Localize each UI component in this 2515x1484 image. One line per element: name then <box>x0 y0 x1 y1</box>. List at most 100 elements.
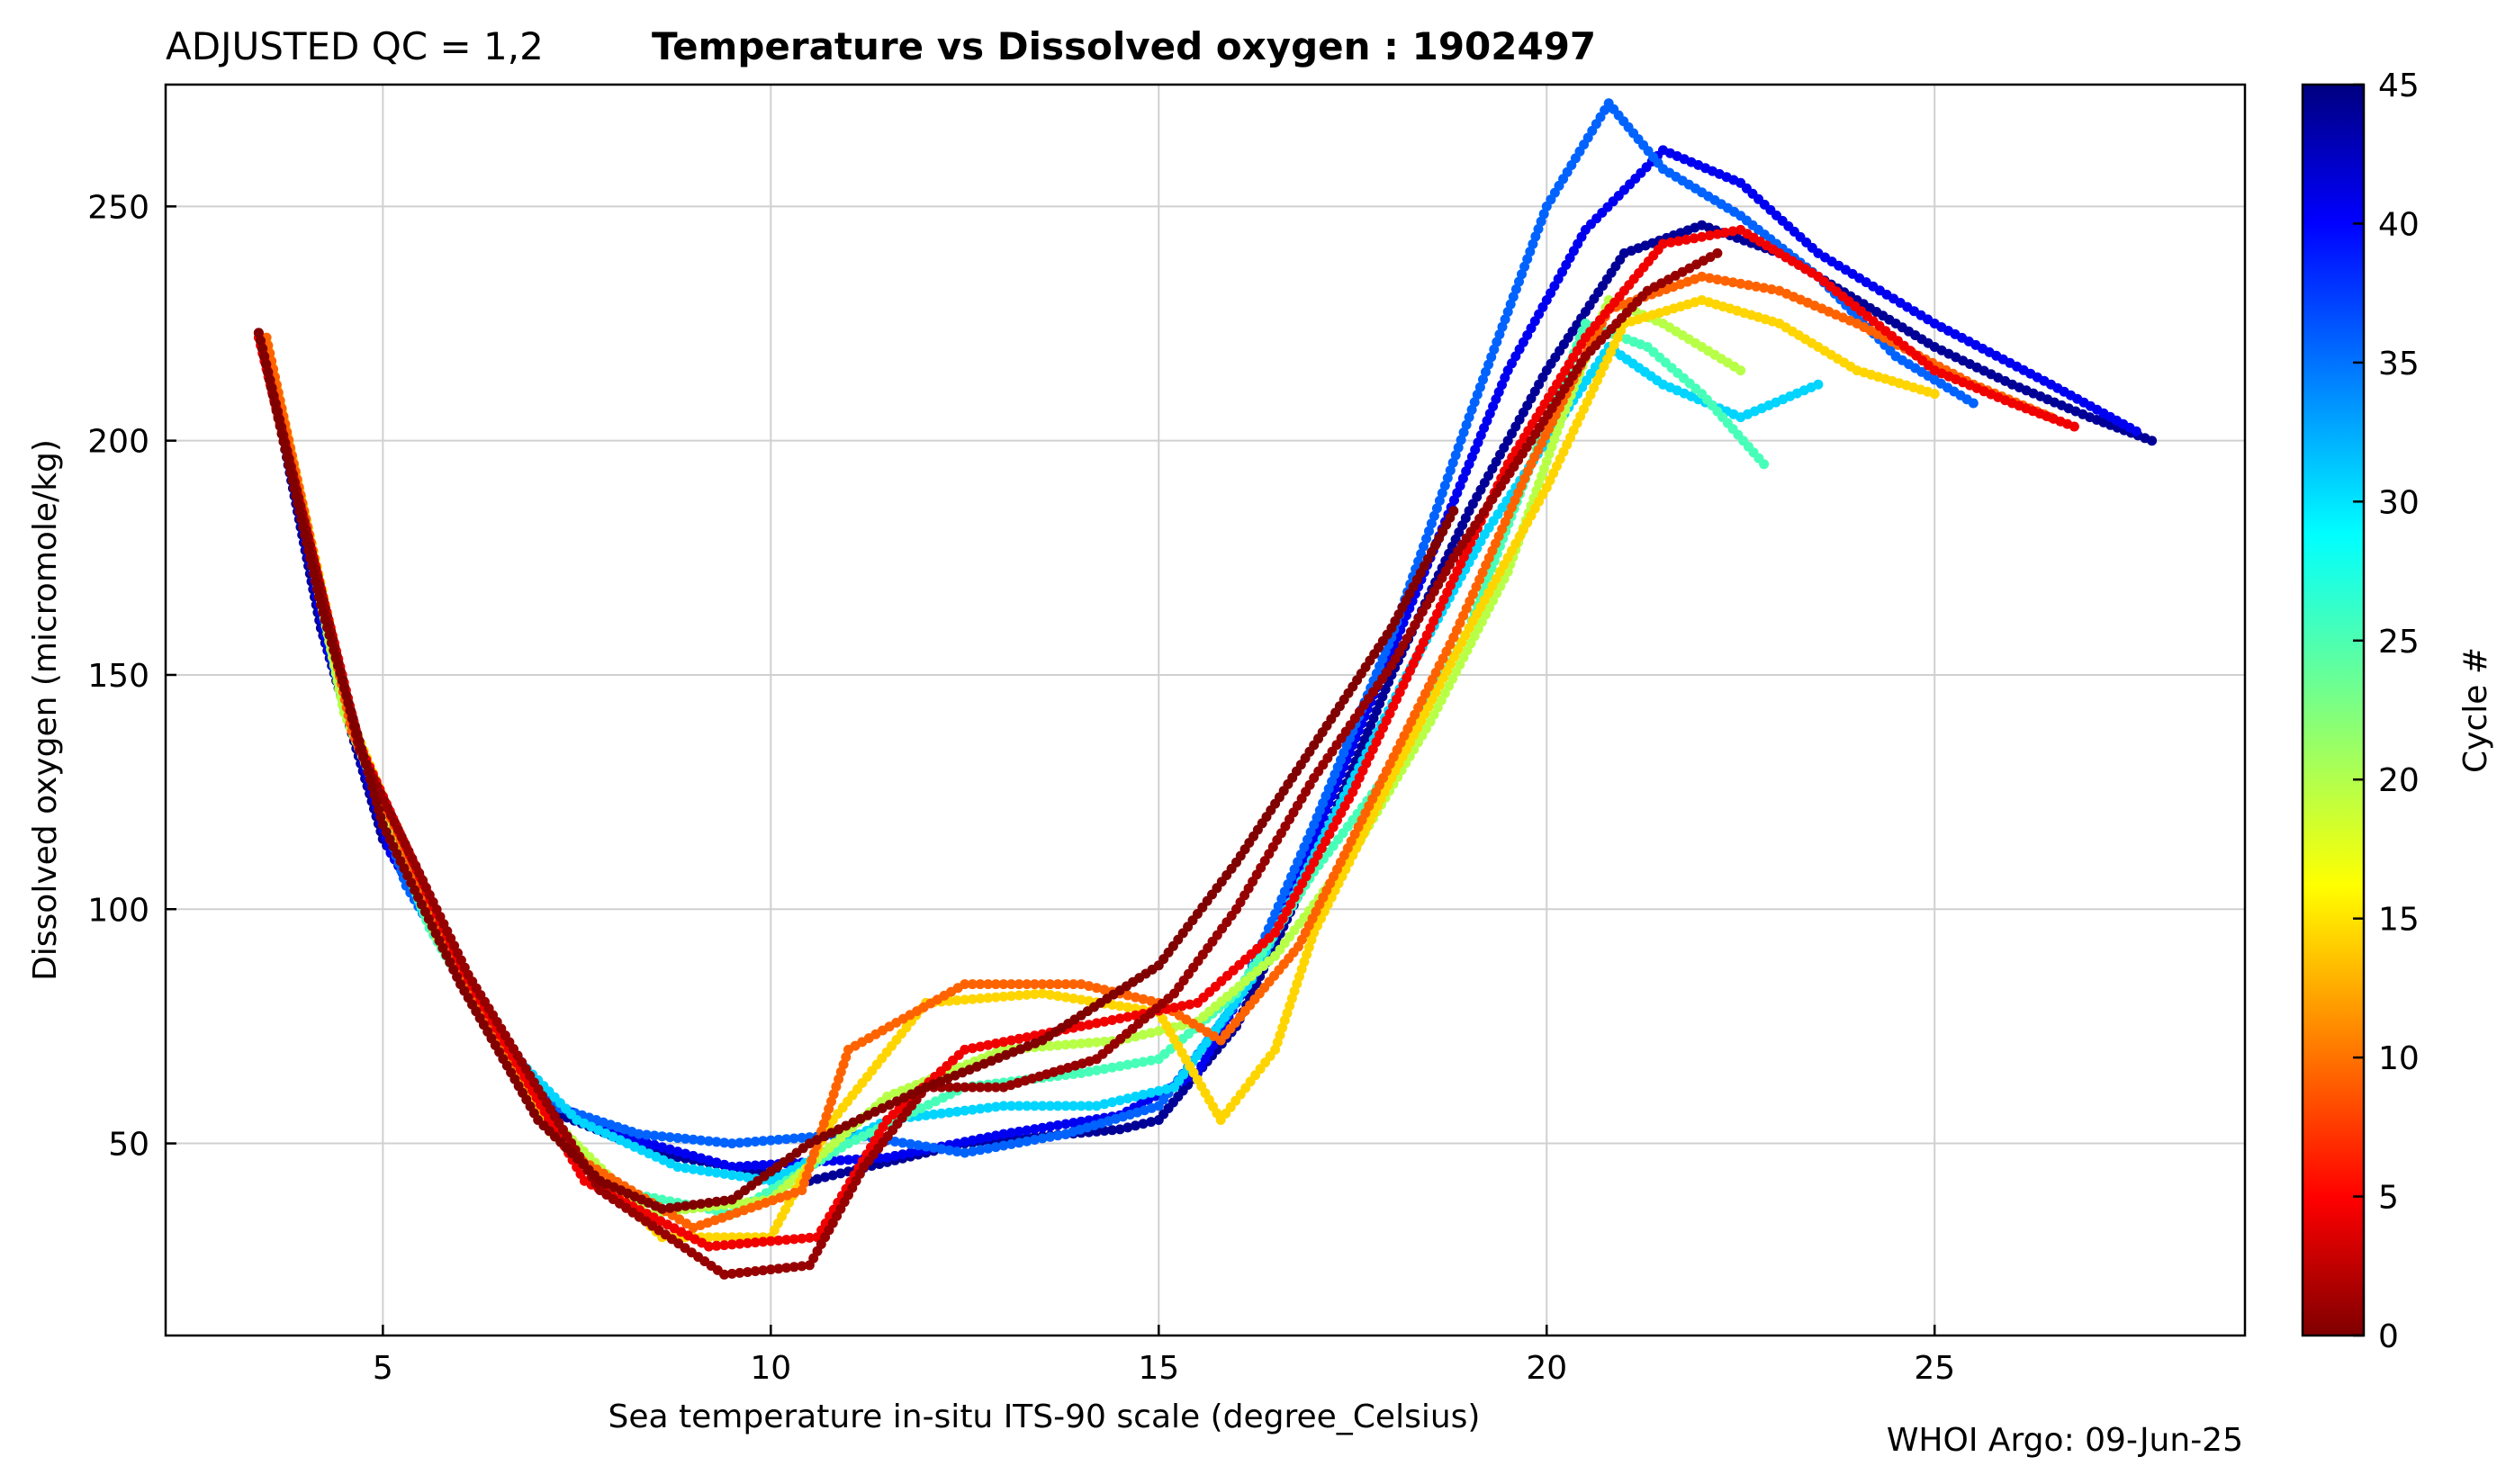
data-point <box>641 1129 652 1140</box>
data-point <box>998 1140 1009 1151</box>
data-point <box>1029 1135 1040 1145</box>
data-point <box>349 721 360 732</box>
data-point <box>1091 983 1102 994</box>
data-point <box>1014 1138 1024 1148</box>
data-point <box>1419 541 1429 552</box>
data-point <box>1458 427 1469 437</box>
data-point <box>356 743 367 754</box>
data-point <box>951 995 962 1006</box>
data-point <box>983 979 994 990</box>
data-point <box>703 1155 714 1165</box>
data-point <box>1076 1021 1086 1031</box>
data-point <box>1138 1119 1149 1129</box>
data-point <box>719 1195 730 1206</box>
data-point <box>750 1266 761 1276</box>
data-point <box>262 366 273 377</box>
data-point <box>672 1133 683 1143</box>
data-point <box>1445 465 1456 476</box>
data-point <box>1525 247 1536 257</box>
data-point <box>347 713 358 724</box>
data-point <box>1060 1101 1071 1111</box>
data-point <box>1431 503 1442 514</box>
data-point <box>649 1139 660 1150</box>
data-point <box>1303 834 1312 845</box>
y-axis-ticks: 50 100 150 200 250 <box>87 189 176 1164</box>
data-point <box>773 1134 784 1145</box>
data-point <box>1453 442 1464 453</box>
data-point <box>271 405 282 416</box>
data-point <box>960 979 970 990</box>
data-point <box>696 1199 707 1210</box>
data-point <box>1022 979 1032 990</box>
data-point <box>339 683 349 694</box>
data-point <box>983 993 994 1003</box>
data-point <box>804 1232 815 1243</box>
data-point <box>1505 299 1516 310</box>
data-point <box>1697 271 1708 282</box>
data-point <box>1130 1058 1140 1068</box>
data-point <box>960 1082 970 1093</box>
data-point <box>1091 1065 1102 1075</box>
data-point <box>1469 397 1480 408</box>
data-point <box>1510 283 1521 294</box>
data-point <box>1022 1136 1032 1147</box>
data-point <box>1130 1003 1140 1014</box>
y-axis-label: Dissolved oxygen (micromole/kg) <box>27 439 64 981</box>
data-point <box>341 690 352 701</box>
data-point <box>1759 283 1770 293</box>
data-point <box>255 336 266 346</box>
data-point <box>983 1082 994 1093</box>
data-point <box>1006 1101 1016 1111</box>
data-point <box>1286 871 1296 882</box>
data-point <box>1673 236 1684 247</box>
data-point <box>975 1041 986 1052</box>
data-point <box>369 789 380 800</box>
data-point <box>781 1235 792 1246</box>
data-point <box>318 607 329 617</box>
data-point <box>975 1082 986 1093</box>
data-point <box>1720 275 1730 286</box>
data-point <box>719 1168 730 1179</box>
data-point <box>990 1039 1001 1048</box>
data-point <box>828 1089 839 1100</box>
data-point <box>703 1198 714 1208</box>
chart-title: Temperature vs Dissolved oxygen : 190249… <box>652 24 1596 68</box>
data-point <box>1751 281 1762 292</box>
data-point <box>1052 1101 1063 1111</box>
data-point <box>1146 1055 1157 1066</box>
data-point <box>812 1174 823 1184</box>
data-point <box>1122 1122 1133 1133</box>
data-point <box>1478 374 1488 385</box>
data-point <box>358 751 369 762</box>
data-point <box>726 1268 737 1279</box>
data-point <box>326 637 337 648</box>
data-point <box>1084 1101 1095 1111</box>
data-point <box>296 514 307 525</box>
data-point <box>711 1167 722 1178</box>
data-point <box>1466 404 1477 415</box>
data-point <box>1045 1101 1056 1111</box>
data-point <box>354 736 365 747</box>
data-point <box>1530 231 1541 242</box>
data-point <box>1138 1030 1149 1040</box>
data-point <box>1091 1101 1102 1111</box>
data-point <box>841 1052 852 1063</box>
y-tick-label: 50 <box>108 1127 149 1164</box>
data-point <box>1161 1084 1172 1094</box>
data-point <box>664 1132 675 1143</box>
data-point <box>1727 277 1738 288</box>
data-point <box>726 1239 737 1250</box>
data-point <box>1122 1012 1133 1022</box>
data-point <box>951 1147 962 1157</box>
data-point <box>664 1202 675 1213</box>
data-point <box>365 774 375 785</box>
data-point <box>889 1137 900 1147</box>
data-point <box>1045 989 1056 1000</box>
data-point <box>1060 1039 1071 1050</box>
data-point <box>1146 1117 1157 1128</box>
data-point <box>1704 273 1715 283</box>
data-point <box>726 1162 737 1173</box>
data-point <box>735 1138 745 1148</box>
data-point <box>967 1104 978 1115</box>
data-point <box>276 428 287 439</box>
